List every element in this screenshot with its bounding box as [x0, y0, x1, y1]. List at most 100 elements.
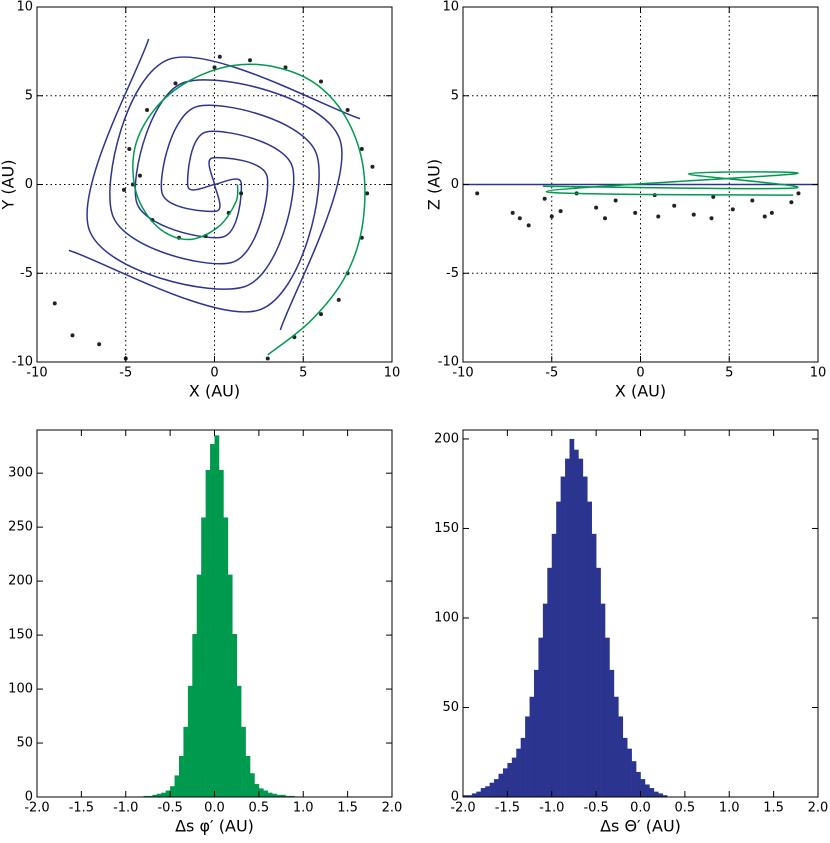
point: [730, 207, 735, 212]
y-tick-label: 5: [25, 88, 33, 103]
bar: [218, 469, 224, 797]
bar: [573, 449, 579, 797]
bar: [605, 637, 610, 797]
point: [217, 54, 222, 59]
point: [656, 214, 661, 219]
point: [691, 212, 696, 217]
bar: [480, 788, 486, 797]
bar: [600, 603, 606, 797]
bar: [276, 794, 282, 797]
point: [365, 191, 370, 196]
bar: [551, 533, 557, 797]
bar: [187, 685, 193, 797]
bar: [467, 795, 473, 797]
bar: [210, 444, 215, 797]
bar: [622, 737, 628, 797]
x-tick-label: 0.0: [630, 801, 651, 816]
bar: [485, 786, 490, 797]
bar: [649, 788, 655, 797]
y-axis-label: Z (AU): [425, 159, 444, 210]
point: [633, 210, 638, 215]
x-tick-label: 1.0: [293, 801, 314, 816]
bar: [476, 791, 482, 797]
point: [97, 342, 102, 347]
bar: [174, 775, 180, 797]
bar: [542, 603, 548, 797]
bar: [591, 533, 597, 797]
y-tick-label: 50: [16, 736, 33, 751]
point: [526, 223, 531, 228]
x-tick-label: -1.5: [69, 801, 94, 816]
bar: [192, 634, 198, 797]
bar: [569, 438, 575, 797]
bar: [556, 501, 561, 797]
point: [145, 107, 150, 112]
x-axis-label: X (AU): [615, 382, 666, 401]
point: [336, 297, 341, 302]
bar: [587, 501, 592, 797]
x-tick-label: 0: [636, 366, 644, 381]
point: [212, 65, 217, 70]
bar: [263, 790, 269, 797]
bar: [582, 476, 588, 797]
point: [319, 312, 323, 317]
axes-frame: [462, 6, 819, 363]
y-tick-label: 150: [8, 628, 33, 643]
curve: [134, 79, 343, 331]
y-tick-label: 150: [434, 521, 459, 536]
bar: [179, 755, 184, 797]
x-tick-label: -2.0: [24, 801, 49, 816]
y-tick-label: 100: [434, 610, 459, 625]
x-tick-label: -0.5: [583, 801, 608, 816]
x-tick-label: 1.5: [337, 801, 358, 816]
curve: [109, 56, 361, 265]
x-tick-label: 1.0: [719, 801, 740, 816]
point: [127, 147, 132, 151]
bar: [258, 788, 264, 797]
bar: [618, 716, 624, 797]
bar: [156, 793, 162, 797]
panel: -2.0 -1.5 -1.0 -0.5 0.0 0.5 1.0 1.5 2.0 0 50 100 150…: [434, 429, 828, 836]
curve: [86, 38, 295, 290]
point: [283, 65, 288, 70]
point: [711, 194, 716, 199]
x-tick-label: -1.0: [539, 801, 564, 816]
bar: [161, 792, 166, 797]
plot-area: [37, 7, 392, 362]
x-tick-label: 0.5: [675, 801, 696, 816]
y-tick-label: -10: [438, 355, 459, 370]
point: [121, 187, 126, 192]
point: [750, 198, 755, 203]
bar: [578, 458, 584, 797]
bar: [534, 669, 539, 797]
bar: [281, 794, 286, 797]
bar: [241, 726, 246, 797]
bar: [143, 795, 149, 797]
point: [475, 191, 480, 196]
x-tick-label: 5: [299, 366, 307, 381]
bar: [471, 793, 477, 797]
axes-frame: [36, 6, 393, 363]
point: [137, 173, 142, 178]
bar: [609, 669, 615, 797]
bar: [147, 795, 153, 797]
bar: [289, 795, 295, 797]
plot-area: [463, 438, 668, 797]
bar: [502, 768, 508, 797]
x-axis-label: Δs Θ′ (AU): [600, 817, 681, 836]
bar: [613, 696, 619, 797]
point: [239, 191, 244, 196]
bar: [223, 517, 229, 797]
x-tick-label: 10: [810, 366, 827, 381]
y-tick-label: -5: [20, 266, 33, 281]
y-tick-label: 0: [25, 790, 33, 805]
point: [370, 164, 375, 169]
bar: [596, 567, 601, 797]
bar: [165, 790, 171, 797]
bar: [511, 757, 517, 797]
bar: [653, 791, 659, 797]
x-axis-label: Δs φ′ (AU): [175, 817, 254, 836]
x-tick-label: -10: [452, 366, 473, 381]
bar: [463, 795, 468, 797]
bar: [644, 784, 650, 797]
